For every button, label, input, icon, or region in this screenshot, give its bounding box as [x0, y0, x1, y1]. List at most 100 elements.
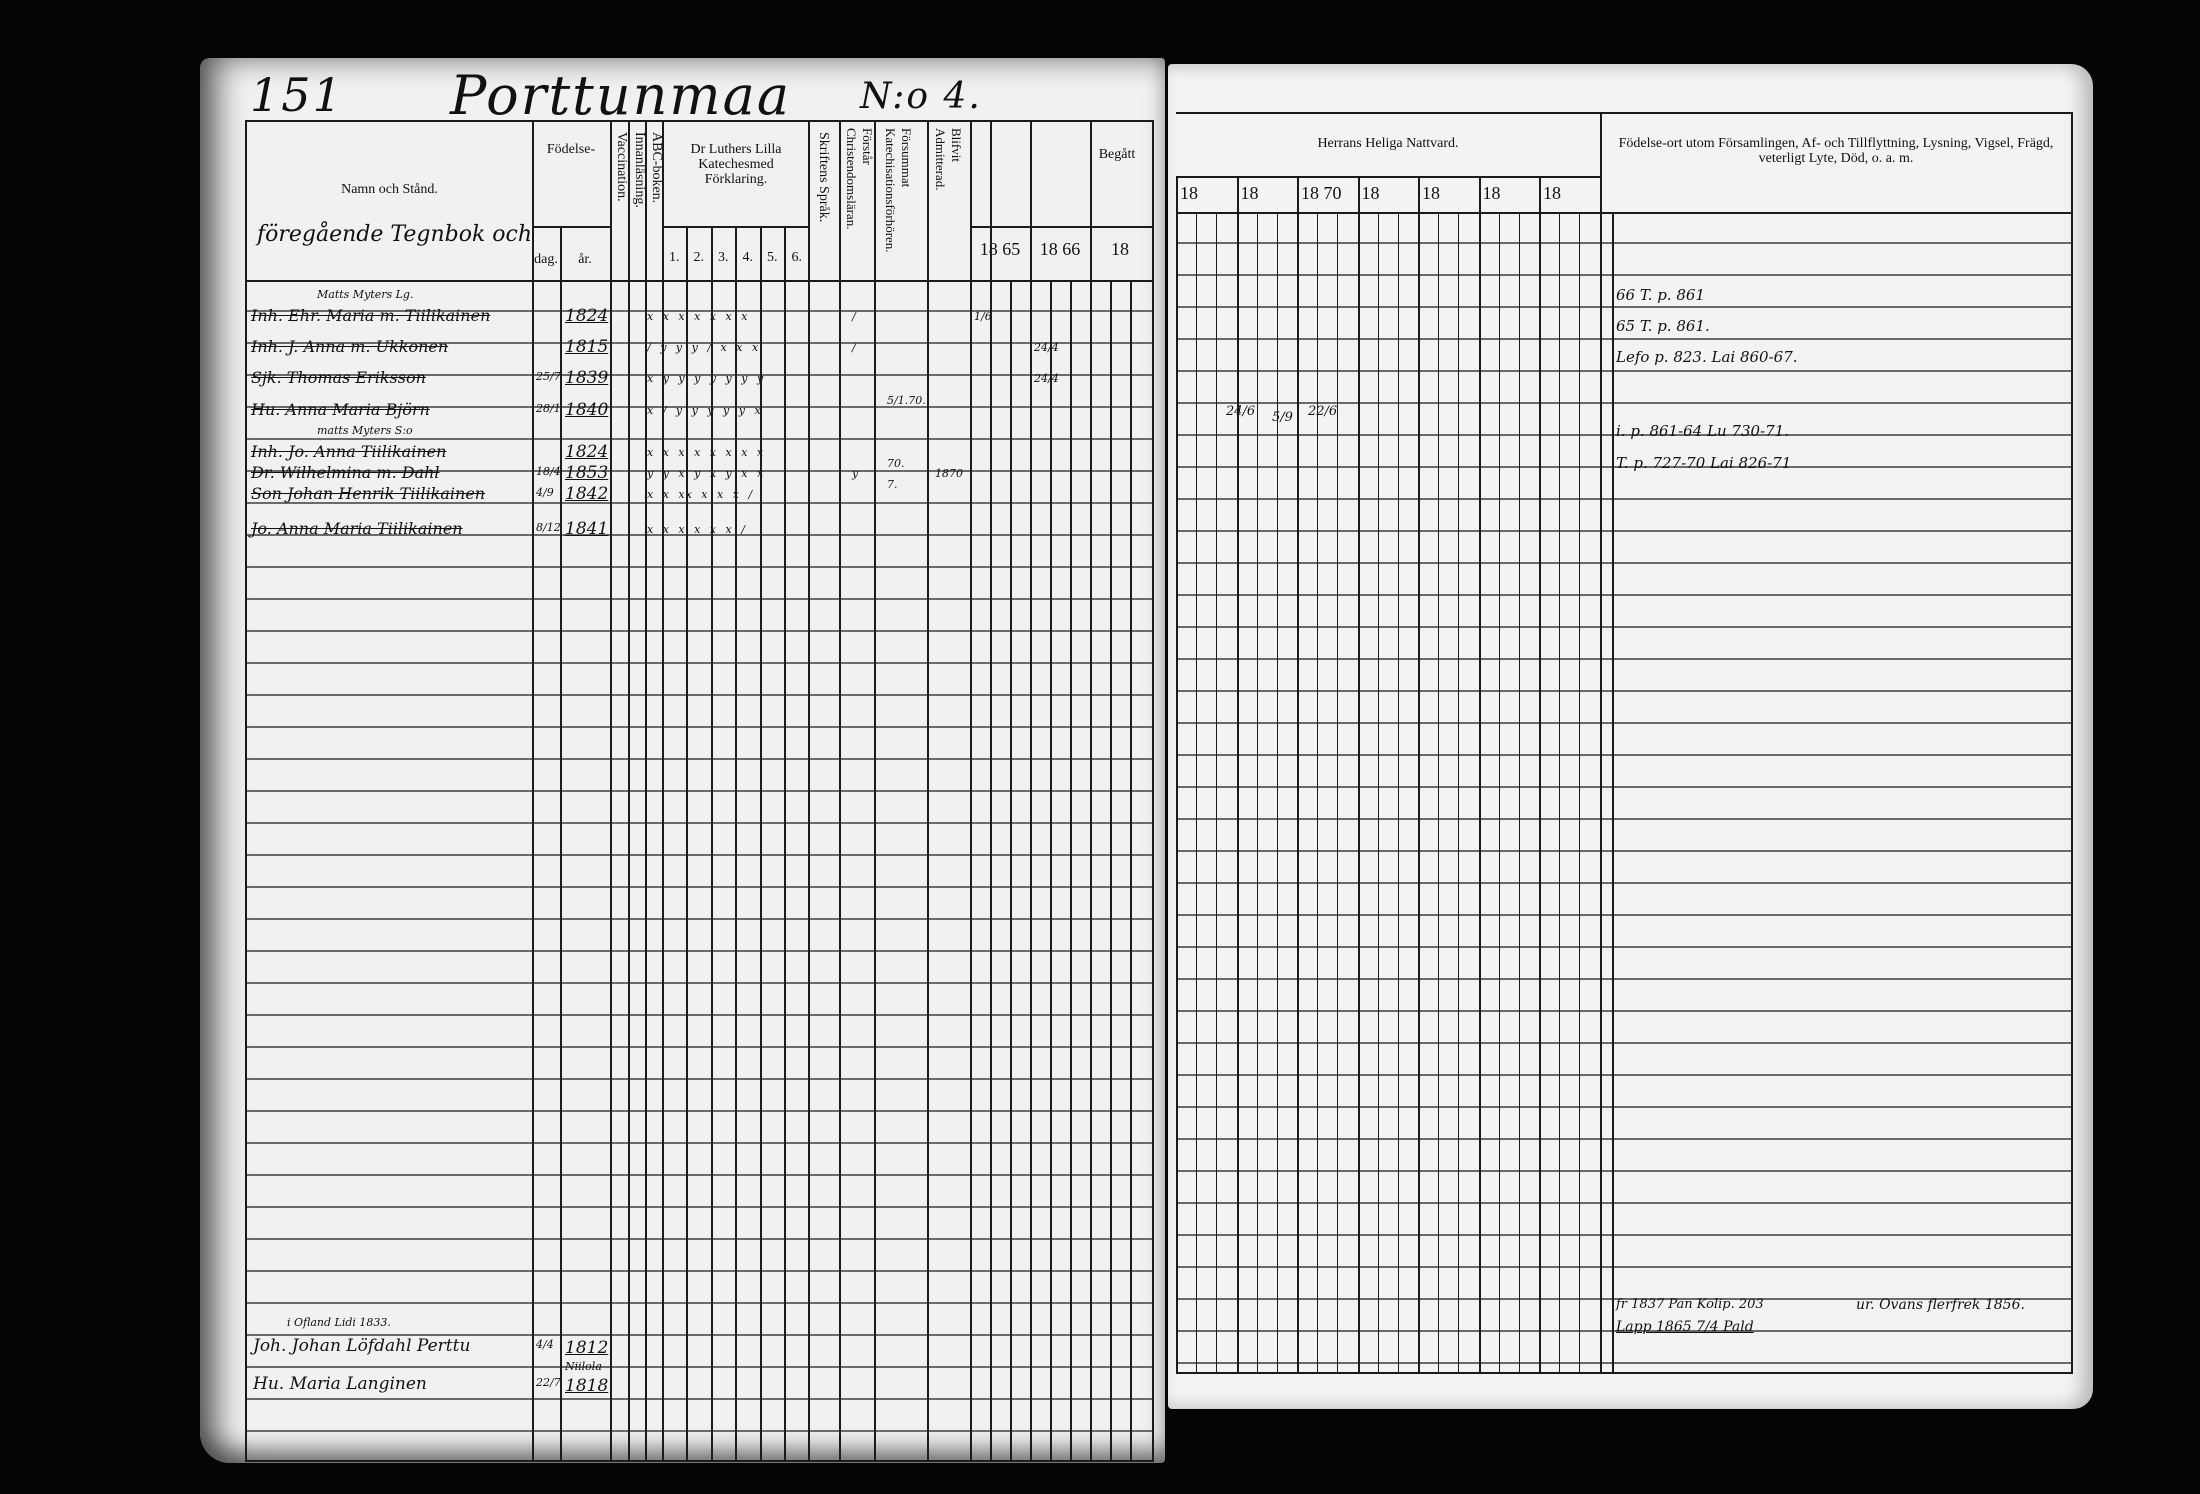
header-communion: Herrans Heliga Nattvard. — [1317, 136, 1459, 151]
entry-marks: x x xx x x x / — [647, 488, 754, 501]
page-number: 151 — [250, 68, 344, 122]
remark-line: Lefo p. 823. Lai 860-67. — [1616, 348, 1798, 366]
column-rule — [1377, 212, 1379, 1372]
column-rule — [1539, 176, 1541, 1372]
header-admitted: Blifvit Admitterad. — [933, 128, 964, 191]
entry-birth-year: 1818 — [565, 1376, 609, 1396]
column-rule — [1070, 280, 1072, 1460]
house-number: N:o 4. — [860, 76, 982, 117]
communion-mark: 24/6 — [1226, 404, 1256, 419]
entry-birth-day: 22/7 — [536, 1376, 561, 1389]
entry-annotation: i Ofland Lidi 1833. — [287, 1316, 391, 1329]
entry-birth-year: 1839 — [565, 368, 609, 388]
header-name-note: föregående Tegnbok och — [257, 222, 533, 247]
entry-communion: 24/4 — [1034, 372, 1059, 385]
entry-admitted: 1870 — [935, 467, 963, 480]
header-remarks: Födelse-ort utom Församlingen, Af- och T… — [1618, 136, 2054, 166]
entry-name: Inh. Ehr. Maria m. Tiilikainen — [251, 306, 491, 325]
header-catechism: Dr Luthers Lilla Katechesmed Förklaring. — [690, 142, 782, 187]
entry-birth-day: 4/4 — [536, 1338, 554, 1351]
entry-birth-year: 1815 — [565, 337, 609, 357]
column-rule — [1010, 280, 1012, 1460]
column-rule — [1438, 212, 1439, 1372]
row-rules — [1176, 212, 2071, 1370]
year-header: 18 — [1482, 183, 1501, 203]
header-reading: Innanläsning. — [632, 132, 647, 208]
entry-communion: 24/4 — [1034, 341, 1059, 354]
entry-name: Son Johan Henrik Tiilikainen — [251, 484, 486, 503]
remark-line: i. p. 861-64 Lu 730-71. — [1616, 422, 1789, 440]
entry-name: Jo. Anna Maria Tiilikainen — [251, 519, 463, 538]
entry-marks: y y x y x y x x — [647, 467, 765, 480]
register-table-left: Namn och Stånd. föregående Tegnbok och F… — [245, 120, 1154, 1462]
column-rule — [610, 122, 612, 1460]
entry-neglected: 7. — [887, 478, 898, 491]
entry-marks: / y y y / x x x — [647, 341, 760, 354]
column-rule — [760, 226, 762, 1460]
column-rule — [1600, 114, 1602, 1372]
catechism-part-label: 1. — [669, 250, 680, 265]
year-header: 18 — [1180, 183, 1198, 203]
entry-name: Dr. Wilhelmina m. Dahl — [251, 463, 440, 482]
entry-neglected: 70. — [887, 457, 905, 470]
entry-annotation: matts Myters S:o — [317, 424, 413, 437]
header-birth: Födelse- — [546, 142, 596, 157]
header-abc: ABC-boken. — [649, 132, 664, 204]
communion-mark: 5/9 — [1272, 410, 1293, 425]
header-year-blank: 18 — [1111, 239, 1129, 259]
entry-name: Sjk. Thomas Eriksson — [251, 368, 426, 387]
header-birth-year: år. — [578, 252, 592, 267]
entry-name: Inh. J. Anna m. Ukkonen — [251, 337, 449, 356]
column-rule — [1357, 176, 1360, 1372]
entry-marks: x / y y y y y x — [647, 404, 762, 417]
column-rule — [1130, 280, 1132, 1460]
entry-name: Inh. Jo. Anna Tiilikainen — [251, 442, 447, 461]
year-header: 18 — [1543, 183, 1561, 203]
column-rule — [808, 122, 810, 1460]
entry-birth-year: 1840 — [565, 400, 609, 420]
register-table-right: Herrans Heliga Nattvard. Födelse-ort uto… — [1176, 112, 2073, 1374]
column-rule — [686, 226, 688, 1460]
column-rule — [1276, 212, 1278, 1372]
communion-mark: 22/6 — [1308, 404, 1338, 419]
column-rule — [784, 226, 786, 1460]
column-rule — [1030, 122, 1032, 1460]
entry-birth-day: 28/1 — [536, 402, 561, 415]
remark-line: T. p. 727-70 Lai 826-71 — [1616, 454, 1792, 472]
catechism-part-label: 4. — [742, 250, 754, 265]
column-rule — [1050, 280, 1052, 1460]
entry-birth-day: 25/7 — [536, 370, 561, 383]
entry-birth-year: 1824 — [565, 442, 609, 462]
column-rule — [1418, 176, 1420, 1372]
column-rule — [874, 122, 876, 1460]
column-rule — [711, 226, 713, 1460]
bottom-remark: fr 1837 Pan Kolip. 203 — [1616, 1297, 1764, 1312]
header-vaccination: Vaccination. — [614, 132, 629, 202]
entry-annotation: Matts Myters Lg. — [317, 288, 414, 301]
column-rule — [560, 226, 562, 1460]
entry-birth-year: 1841 — [565, 519, 609, 539]
bottom-remark: ur. Ovans flerfrek 1856. — [1856, 1297, 2025, 1313]
entry-name: Hu. Maria Langinen — [253, 1374, 427, 1394]
row-rules — [247, 280, 1152, 1458]
column-rule — [1317, 212, 1318, 1372]
entry-birth-year: 1853 — [565, 463, 609, 483]
entry-name: Hu. Anna Maria Björn — [251, 400, 430, 419]
column-rule — [990, 122, 992, 1460]
column-rule — [1498, 212, 1500, 1372]
catechism-part-label: 2. — [693, 250, 705, 265]
remark-line: 65 T. p. 861. — [1616, 317, 1710, 335]
column-rule — [839, 122, 841, 1460]
column-rule — [1612, 212, 1614, 1372]
entry-marks: x y y y y y y y — [647, 372, 765, 385]
column-rule — [1236, 176, 1239, 1372]
entry-understands: / — [852, 310, 856, 323]
catechism-parts: 1. 2. 3. 4. 5. 6. — [662, 250, 809, 265]
year-header: 18 — [1422, 183, 1440, 203]
column-rule — [1579, 212, 1580, 1372]
column-rule — [1337, 212, 1338, 1372]
column-rule — [1518, 212, 1520, 1372]
column-rule — [1176, 176, 1178, 1372]
year-header: 18 — [1361, 183, 1380, 203]
entry-marks: x x x x x x x — [647, 310, 749, 323]
